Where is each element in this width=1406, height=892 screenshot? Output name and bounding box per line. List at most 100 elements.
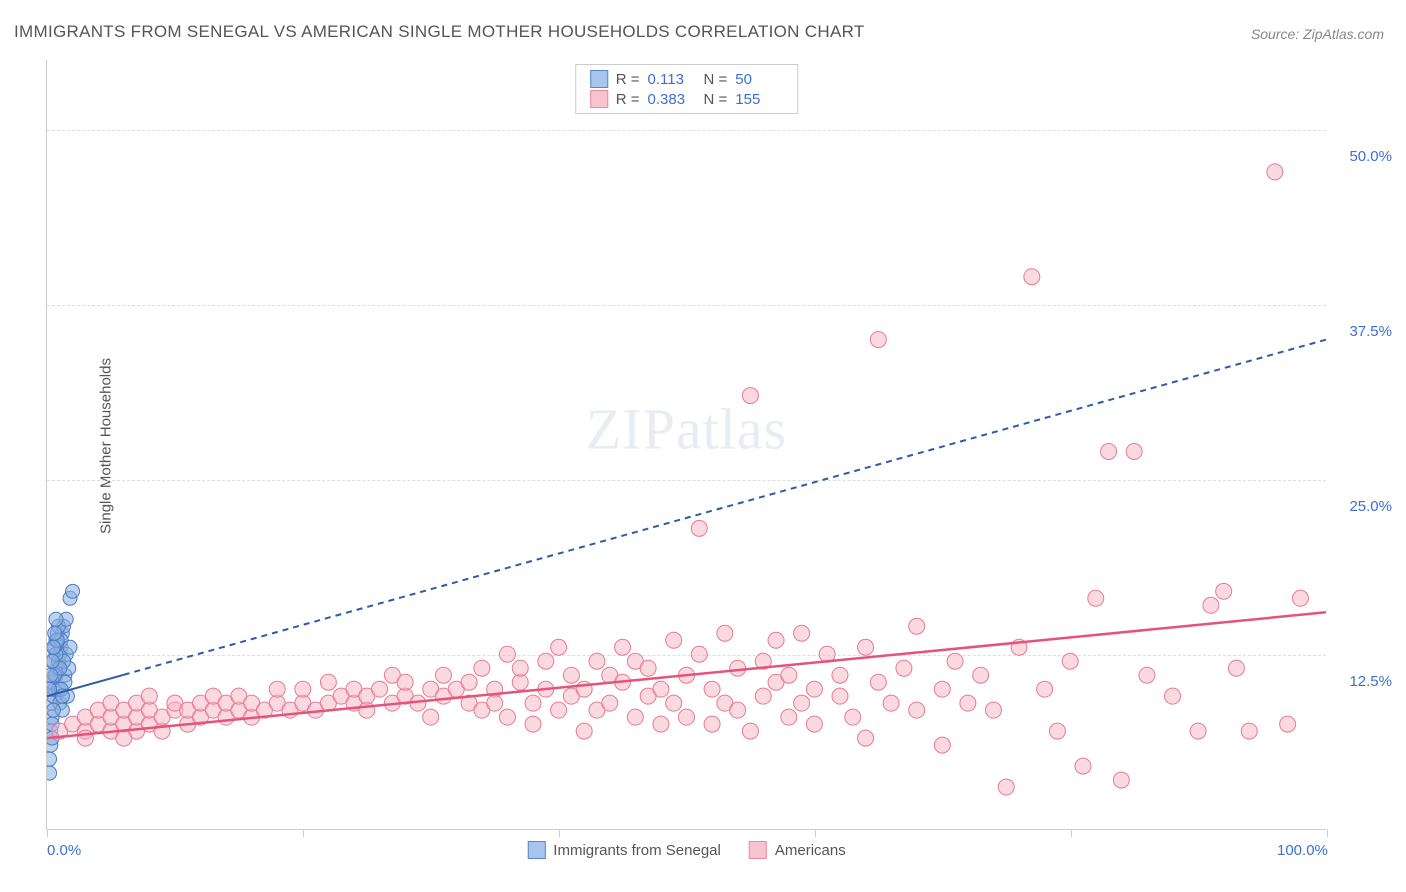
data-point: [512, 660, 528, 676]
legend-label-senegal: Immigrants from Senegal: [553, 842, 721, 859]
data-point: [704, 681, 720, 697]
data-point: [870, 674, 886, 690]
data-point: [998, 779, 1014, 795]
data-point: [47, 640, 60, 654]
data-point: [653, 716, 669, 732]
data-point: [845, 709, 861, 725]
data-point: [755, 688, 771, 704]
n-value-americans: 155: [735, 91, 783, 108]
data-point: [1037, 681, 1053, 697]
data-point: [832, 667, 848, 683]
data-point: [615, 639, 631, 655]
data-point: [49, 612, 63, 626]
data-point: [858, 639, 874, 655]
data-point: [47, 668, 58, 682]
x-tick-label: 100.0%: [1277, 842, 1328, 859]
y-tick-label: 50.0%: [1332, 148, 1392, 165]
data-point: [806, 681, 822, 697]
data-point: [1190, 723, 1206, 739]
data-point: [47, 752, 57, 766]
data-point: [116, 730, 132, 746]
data-point: [806, 716, 822, 732]
data-point: [691, 520, 707, 536]
data-point: [320, 674, 336, 690]
data-point: [48, 626, 62, 640]
data-point: [1075, 758, 1091, 774]
data-point: [435, 667, 451, 683]
data-point: [63, 640, 77, 654]
data-point: [794, 695, 810, 711]
swatch-americans-icon: [590, 90, 608, 108]
data-point: [794, 625, 810, 641]
y-tick-label: 37.5%: [1332, 323, 1392, 340]
legend-item-senegal: Immigrants from Senegal: [527, 841, 721, 859]
data-point: [883, 695, 899, 711]
data-point: [1113, 772, 1129, 788]
data-point: [47, 703, 60, 717]
data-point: [934, 681, 950, 697]
data-point: [947, 653, 963, 669]
data-point: [858, 730, 874, 746]
data-point: [47, 766, 57, 780]
legend-swatch-americans-icon: [749, 841, 767, 859]
data-point: [627, 709, 643, 725]
data-point: [691, 646, 707, 662]
bottom-legend: Immigrants from Senegal Americans: [527, 841, 845, 859]
data-point: [742, 388, 758, 404]
plot-area: R = 0.113 N = 50 R = 0.383 N = 155 ZIPat…: [46, 60, 1326, 830]
r-label: R =: [616, 91, 640, 108]
data-point: [1292, 590, 1308, 606]
data-point: [563, 667, 579, 683]
data-point: [397, 674, 413, 690]
data-point: [1024, 269, 1040, 285]
x-tick: [1327, 829, 1328, 837]
data-point: [781, 667, 797, 683]
data-point: [896, 660, 912, 676]
y-tick-label: 25.0%: [1332, 498, 1392, 515]
data-point: [1062, 653, 1078, 669]
data-point: [870, 332, 886, 348]
legend-swatch-senegal-icon: [527, 841, 545, 859]
x-tick: [1071, 829, 1072, 837]
stats-row-americans: R = 0.383 N = 155: [590, 89, 784, 109]
data-point: [960, 695, 976, 711]
x-tick: [559, 829, 560, 837]
data-point: [499, 646, 515, 662]
data-point: [77, 730, 93, 746]
legend-item-americans: Americans: [749, 841, 846, 859]
data-point: [985, 702, 1001, 718]
data-point: [47, 654, 59, 668]
n-label: N =: [704, 71, 728, 88]
x-tick: [303, 829, 304, 837]
r-value-americans: 0.383: [648, 91, 696, 108]
data-point: [1088, 590, 1104, 606]
data-point: [551, 702, 567, 718]
x-tick: [815, 829, 816, 837]
data-point: [538, 653, 554, 669]
r-value-senegal: 0.113: [648, 71, 696, 88]
x-tick-label: 0.0%: [47, 842, 81, 859]
data-point: [589, 653, 605, 669]
data-point: [781, 709, 797, 725]
scatter-svg: [47, 60, 1326, 829]
data-point: [742, 723, 758, 739]
data-point: [525, 716, 541, 732]
data-point: [909, 702, 925, 718]
data-point: [679, 709, 695, 725]
data-point: [704, 716, 720, 732]
data-point: [1165, 688, 1181, 704]
data-point: [909, 618, 925, 634]
stats-box: R = 0.113 N = 50 R = 0.383 N = 155: [575, 64, 799, 114]
data-point: [832, 688, 848, 704]
correlation-chart: IMMIGRANTS FROM SENEGAL VS AMERICAN SING…: [0, 0, 1406, 892]
data-point: [487, 695, 503, 711]
data-point: [1280, 716, 1296, 732]
data-point: [717, 625, 733, 641]
data-point: [551, 639, 567, 655]
data-point: [666, 695, 682, 711]
legend-label-americans: Americans: [775, 842, 846, 859]
trend-line-dashed: [124, 340, 1326, 675]
data-point: [372, 681, 388, 697]
data-point: [602, 695, 618, 711]
data-point: [1203, 597, 1219, 613]
